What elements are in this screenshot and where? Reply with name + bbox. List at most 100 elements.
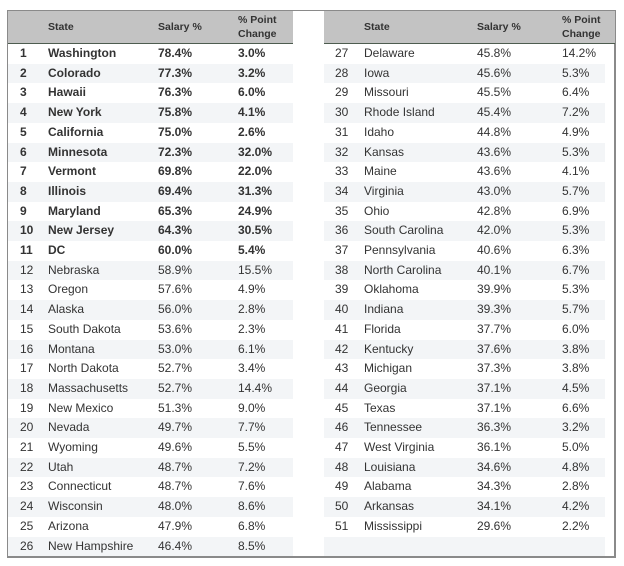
- state-cell: Illinois: [48, 183, 87, 198]
- table-row: 23 Connecticut 48.7% 7.6%: [8, 477, 293, 497]
- change-cell: 6.8%: [238, 518, 266, 533]
- table-header: State Salary % % Point Change State Sala…: [8, 11, 615, 44]
- change-cell: 5.4%: [238, 243, 266, 257]
- salary-cell: 64.3%: [158, 223, 193, 238]
- salary-cell: 40.6%: [477, 243, 512, 257]
- salary-cell: 34.3%: [477, 479, 512, 494]
- salary-cell: 58.9%: [158, 262, 193, 277]
- change-cell: 3.0%: [238, 46, 266, 60]
- table-row: 4 New York 75.8% 4.1%: [8, 103, 293, 123]
- state-cell: Kansas: [364, 144, 405, 159]
- change-cell: 4.1%: [562, 164, 590, 179]
- change-cell: 14.2%: [562, 46, 597, 60]
- table-row: 51 Mississippi 29.6% 2.2%: [324, 517, 615, 537]
- change-cell: 5.3%: [562, 65, 590, 80]
- change-cell: 5.7%: [562, 183, 590, 198]
- change-cell: 2.8%: [562, 479, 590, 494]
- salary-cell: 44.8%: [477, 124, 512, 139]
- table-row: 13 Oregon 57.6% 4.9%: [8, 280, 293, 300]
- table-row: 17 North Dakota 52.7% 3.4%: [8, 359, 293, 379]
- rank-cell: 10: [20, 223, 34, 238]
- state-cell: Alaska: [48, 302, 85, 317]
- state-cell: Nebraska: [48, 262, 100, 277]
- salary-cell: 39.9%: [477, 282, 512, 297]
- state-cell: Washington: [48, 46, 117, 60]
- header-change-line1: % Point: [238, 14, 277, 26]
- table-row: 34 Virginia 43.0% 5.7%: [324, 181, 605, 202]
- rank-cell: 29: [335, 85, 349, 100]
- rank-cell: 45: [335, 400, 349, 415]
- state-cell: Alabama: [364, 479, 412, 494]
- rank-cell: 37: [335, 243, 349, 257]
- header-change-line1: % Point: [562, 14, 601, 26]
- rank-cell: 21: [20, 440, 34, 454]
- salary-cell: 72.3%: [158, 144, 193, 159]
- salary-cell: 37.6%: [477, 341, 512, 356]
- state-cell: New Mexico: [48, 400, 114, 415]
- salary-cell: 43.0%: [477, 183, 512, 198]
- table-row: 3 Hawaii 76.3% 6.0%: [8, 83, 293, 103]
- state-cell: Kentucky: [364, 341, 414, 356]
- salary-cell: 69.8%: [158, 164, 193, 179]
- salary-cell: 76.3%: [158, 85, 193, 100]
- rank-cell: 3: [20, 85, 27, 100]
- change-cell: 6.4%: [562, 85, 590, 100]
- state-cell: Florida: [364, 321, 401, 336]
- rank-cell: 6: [20, 144, 27, 159]
- table-row: 14 Alaska 56.0% 2.8%: [8, 300, 293, 320]
- state-cell: North Carolina: [364, 262, 442, 277]
- state-cell: Mississippi: [364, 518, 423, 533]
- rank-cell: 49: [335, 479, 349, 494]
- salary-cell: 45.8%: [477, 46, 512, 60]
- rank-cell: 43: [335, 361, 349, 376]
- state-cell: Colorado: [48, 65, 101, 80]
- change-cell: 6.9%: [562, 203, 590, 218]
- state-cell: Connecticut: [48, 479, 112, 494]
- rank-cell: 19: [20, 400, 34, 415]
- state-cell: New York: [48, 105, 102, 120]
- header-salary: Salary %: [477, 21, 521, 33]
- change-cell: 3.2%: [562, 420, 590, 435]
- table-row: 12 Nebraska 58.9% 15.5%: [8, 260, 293, 281]
- change-cell: 5.7%: [562, 302, 590, 317]
- change-cell: 7.6%: [238, 479, 266, 494]
- state-cell: Virginia: [364, 183, 404, 198]
- change-cell: 4.8%: [562, 459, 590, 474]
- table-row: 1 Washington 78.4% 3.0%: [8, 44, 293, 64]
- salary-cell: 52.7%: [158, 380, 193, 395]
- change-cell: 15.5%: [238, 262, 273, 277]
- change-cell: 6.7%: [562, 262, 590, 277]
- change-cell: 6.3%: [562, 243, 590, 257]
- state-cell: Hawaii: [48, 85, 87, 100]
- rank-cell: 18: [20, 380, 34, 395]
- change-cell: 31.3%: [238, 183, 273, 198]
- salary-cell: 42.0%: [477, 223, 512, 238]
- table-row: 11 DC 60.0% 5.4%: [8, 241, 293, 261]
- rank-cell: 40: [335, 302, 349, 317]
- change-cell: 3.8%: [562, 361, 590, 376]
- change-cell: 22.0%: [238, 164, 273, 179]
- state-cell: DC: [48, 243, 66, 257]
- rank-cell: 7: [20, 164, 27, 179]
- change-cell: 3.2%: [238, 65, 266, 80]
- rank-cell: 5: [20, 124, 27, 139]
- state-cell: Missouri: [364, 85, 409, 100]
- header-change: % Point Change: [562, 13, 601, 41]
- change-cell: 9.0%: [238, 400, 266, 415]
- rank-cell: 31: [335, 124, 349, 139]
- rank-cell: 48: [335, 459, 349, 474]
- salary-cell: 75.8%: [158, 105, 193, 120]
- table-row: 6 Minnesota 72.3% 32.0%: [8, 142, 293, 163]
- salary-cell: 49.7%: [158, 420, 193, 435]
- salary-cell: 36.1%: [477, 440, 512, 454]
- state-cell: California: [48, 124, 104, 139]
- header-state: State: [364, 21, 390, 33]
- rank-cell: 47: [335, 440, 349, 454]
- rank-cell: 17: [20, 361, 34, 376]
- salary-cell: 34.6%: [477, 459, 512, 474]
- salary-cell: 52.7%: [158, 361, 193, 376]
- table-row: [324, 536, 605, 557]
- salary-cell: 42.8%: [477, 203, 512, 218]
- state-cell: Texas: [364, 400, 396, 415]
- rank-cell: 8: [20, 183, 27, 198]
